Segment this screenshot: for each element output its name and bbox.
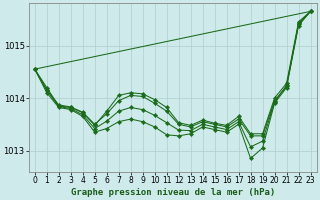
X-axis label: Graphe pression niveau de la mer (hPa): Graphe pression niveau de la mer (hPa) — [70, 188, 275, 197]
